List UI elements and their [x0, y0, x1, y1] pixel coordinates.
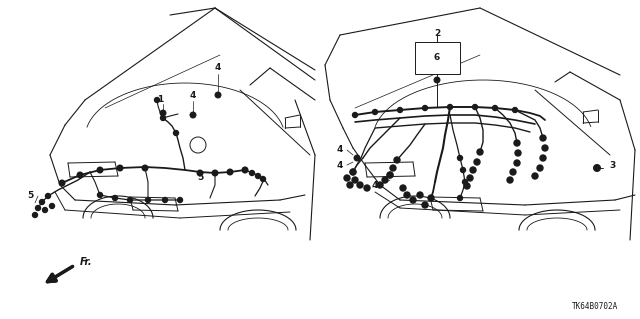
Circle shape [212, 170, 218, 176]
Text: 5: 5 [27, 191, 33, 201]
Circle shape [400, 185, 406, 191]
Text: 4: 4 [337, 145, 343, 154]
Circle shape [410, 197, 416, 203]
Circle shape [40, 199, 45, 204]
Circle shape [542, 145, 548, 151]
Circle shape [354, 155, 360, 161]
Circle shape [197, 170, 203, 176]
Circle shape [390, 165, 396, 171]
Circle shape [463, 180, 467, 184]
Circle shape [347, 182, 353, 188]
Circle shape [447, 105, 452, 109]
Circle shape [353, 113, 358, 117]
Circle shape [60, 180, 65, 186]
Circle shape [515, 150, 521, 156]
Circle shape [540, 155, 546, 161]
Text: 2: 2 [434, 28, 440, 38]
Circle shape [470, 167, 476, 173]
Circle shape [461, 167, 465, 173]
Circle shape [255, 174, 260, 179]
Circle shape [190, 112, 196, 118]
Bar [415, 42, 460, 74]
Circle shape [514, 160, 520, 166]
Circle shape [35, 205, 40, 211]
Circle shape [113, 196, 118, 201]
Circle shape [350, 169, 356, 175]
Circle shape [422, 106, 428, 110]
Circle shape [163, 197, 168, 203]
Circle shape [190, 137, 206, 153]
Circle shape [364, 185, 370, 191]
Text: 4: 4 [337, 160, 343, 169]
Circle shape [467, 175, 473, 181]
Circle shape [161, 115, 166, 121]
Text: Fr.: Fr. [80, 257, 93, 267]
Circle shape [387, 172, 393, 178]
Circle shape [350, 169, 356, 175]
Circle shape [397, 108, 403, 113]
Circle shape [474, 159, 480, 165]
Text: 4: 4 [372, 181, 378, 189]
Circle shape [97, 192, 102, 197]
Text: 1: 1 [157, 95, 163, 105]
Circle shape [477, 149, 483, 155]
Circle shape [540, 135, 546, 141]
Circle shape [97, 167, 103, 173]
Circle shape [49, 204, 54, 209]
Circle shape [458, 155, 463, 160]
Circle shape [382, 177, 388, 183]
Text: 6: 6 [434, 53, 440, 62]
Text: TK64B0702A: TK64B0702A [572, 302, 618, 311]
Circle shape [215, 92, 221, 98]
Circle shape [510, 169, 516, 175]
Circle shape [507, 177, 513, 183]
Circle shape [173, 130, 179, 136]
Circle shape [537, 165, 543, 171]
Circle shape [260, 176, 266, 182]
Circle shape [514, 140, 520, 146]
Circle shape [177, 197, 182, 203]
Circle shape [45, 194, 51, 198]
Circle shape [434, 77, 440, 83]
Circle shape [227, 169, 233, 175]
Circle shape [404, 192, 410, 198]
Circle shape [458, 196, 463, 201]
Circle shape [242, 167, 248, 173]
Circle shape [464, 183, 470, 189]
Circle shape [154, 98, 159, 102]
Circle shape [42, 207, 47, 212]
Circle shape [243, 167, 248, 173]
Circle shape [513, 108, 518, 113]
Text: 3: 3 [610, 160, 616, 169]
Circle shape [377, 182, 383, 188]
Circle shape [593, 165, 600, 172]
Text: 4: 4 [215, 63, 221, 72]
Circle shape [127, 197, 132, 203]
Text: 5: 5 [197, 173, 203, 182]
Circle shape [160, 110, 166, 116]
Circle shape [250, 170, 255, 175]
Circle shape [422, 202, 428, 208]
Circle shape [472, 105, 477, 109]
Circle shape [493, 106, 497, 110]
Circle shape [394, 157, 400, 163]
Circle shape [33, 212, 38, 218]
Circle shape [428, 195, 434, 201]
Circle shape [532, 173, 538, 179]
Circle shape [344, 175, 350, 181]
Circle shape [357, 182, 363, 188]
Circle shape [417, 192, 423, 198]
Circle shape [142, 165, 148, 171]
Circle shape [117, 165, 123, 171]
Text: 4: 4 [190, 91, 196, 100]
Circle shape [145, 197, 150, 203]
Circle shape [77, 172, 83, 178]
Circle shape [352, 177, 358, 183]
Circle shape [387, 172, 393, 178]
Circle shape [372, 109, 378, 115]
